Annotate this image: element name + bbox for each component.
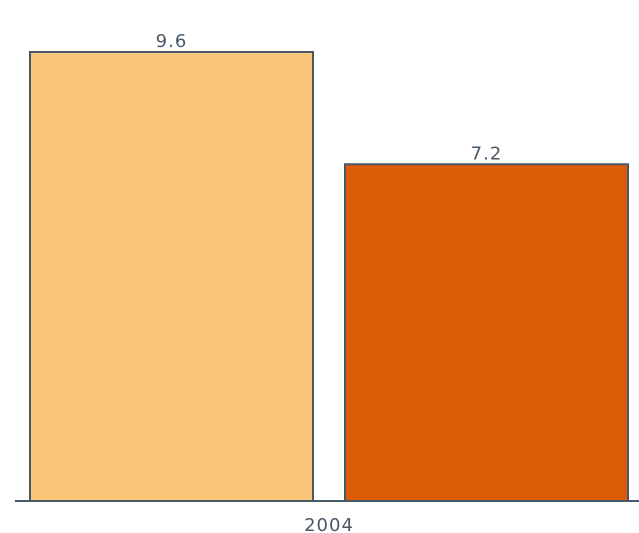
- x-tick-label: 2004: [304, 515, 354, 533]
- bars-group: [29, 51, 629, 502]
- data-labels-group: 9.6 7.2: [156, 31, 503, 164]
- data-label-2: 7.2: [471, 143, 503, 164]
- bar-1: [29, 51, 314, 502]
- data-label-1: 9.6: [156, 31, 188, 52]
- bar-2: [344, 163, 629, 502]
